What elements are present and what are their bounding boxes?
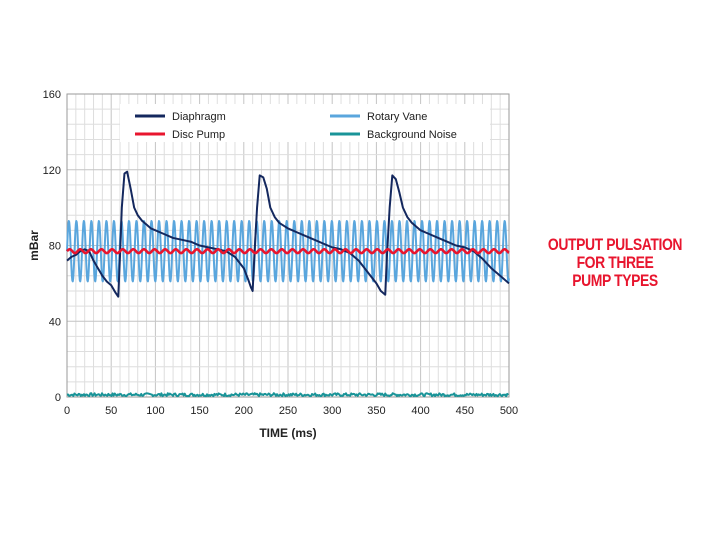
legend-label: Disc Pump [172, 129, 225, 141]
y-tick-label: 0 [55, 392, 61, 404]
x-tick-label: 150 [190, 405, 208, 417]
x-tick-label: 250 [279, 405, 297, 417]
x-tick-label: 200 [235, 405, 253, 417]
side-title: OUTPUT PULSATION FOR THREE PUMP TYPES [533, 236, 697, 290]
legend-box [120, 104, 490, 142]
y-tick-label: 120 [43, 165, 61, 177]
y-tick-label: 160 [43, 89, 61, 101]
y-axis-label: mBar [27, 230, 41, 261]
y-tick-label: 80 [49, 241, 61, 253]
x-tick-label: 350 [367, 405, 385, 417]
x-tick-label: 400 [411, 405, 429, 417]
side-title-line-3: PUMP TYPES [572, 271, 658, 290]
side-title-line-2: FOR THREE [576, 253, 654, 272]
x-tick-label: 100 [146, 405, 164, 417]
legend-label: Rotary Vane [367, 111, 427, 123]
series-line-background-noise [66, 392, 510, 398]
legend-label: Diaphragm [172, 111, 226, 123]
x-tick-label: 450 [456, 405, 474, 417]
x-tick-label: 300 [323, 405, 341, 417]
series-line-rotary-vane [66, 220, 510, 283]
series-line-diaphragm [66, 170, 510, 298]
legend-label: Background Noise [367, 129, 457, 141]
legend: Diaphragm Rotary Vane Disc Pump Background … [120, 104, 490, 142]
x-axis-label: TIME (ms) [259, 426, 316, 440]
side-title-line-1: OUTPUT PULSATION [547, 235, 683, 254]
series-line-disc-pump [66, 247, 510, 255]
x-tick-label: 50 [105, 405, 117, 417]
x-tick-label: 500 [500, 405, 518, 417]
x-tick-label: 0 [64, 405, 70, 417]
y-tick-label: 40 [49, 316, 61, 328]
